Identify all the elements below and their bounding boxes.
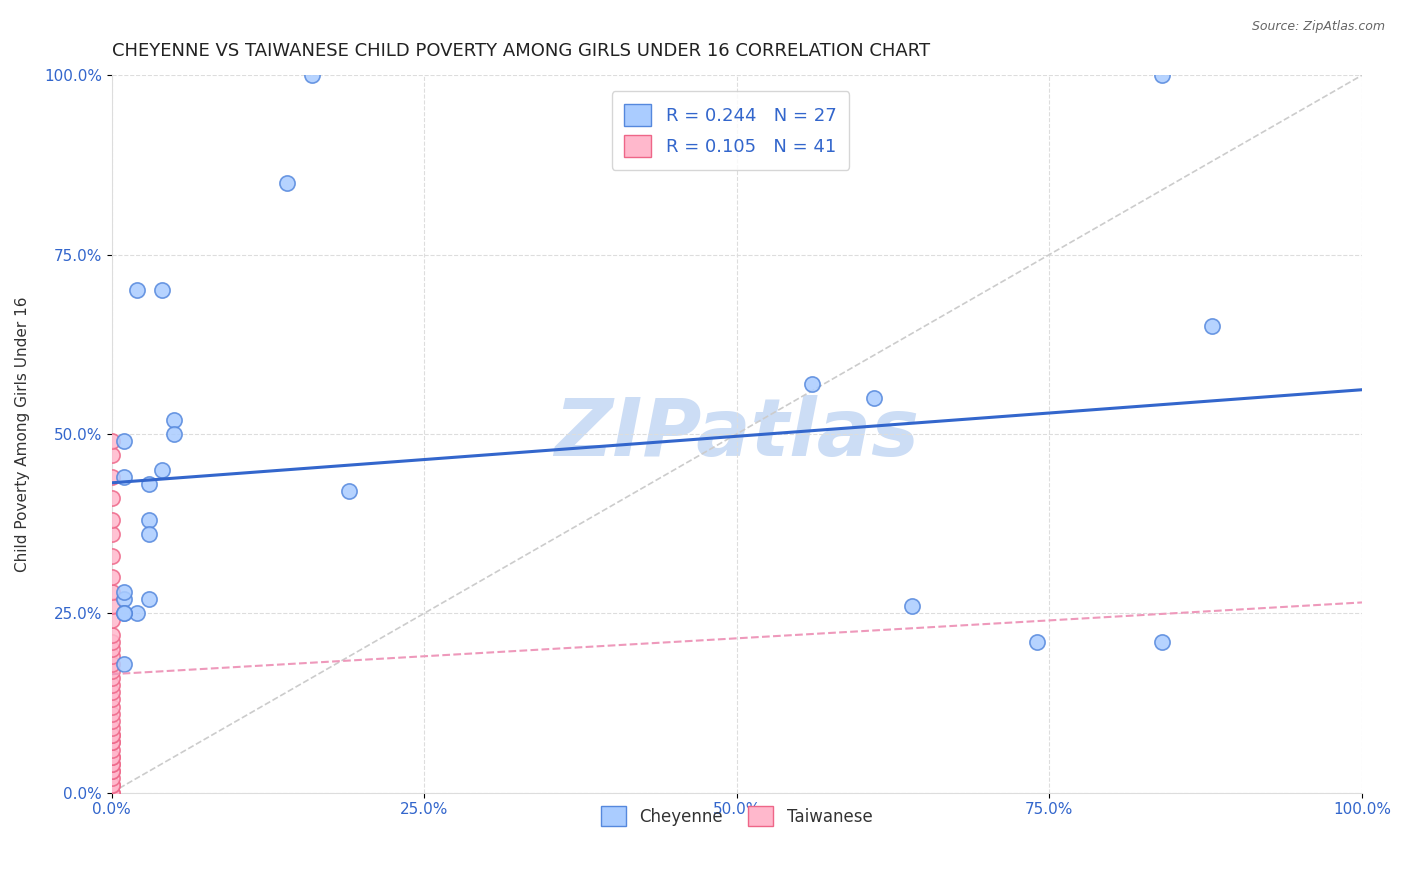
- Point: [100, 449, 122, 463]
- Point: [100, 756, 122, 771]
- Point: [100, 706, 122, 721]
- Point: [800, 376, 823, 391]
- Point: [100, 635, 122, 649]
- Point: [1025, 635, 1047, 649]
- Point: [100, 657, 122, 671]
- Point: [100, 671, 122, 685]
- Point: [112, 470, 135, 484]
- Point: [112, 607, 135, 621]
- Point: [100, 549, 122, 563]
- Point: [100, 491, 122, 506]
- Text: CHEYENNE VS TAIWANESE CHILD POVERTY AMONG GIRLS UNDER 16 CORRELATION CHART: CHEYENNE VS TAIWANESE CHILD POVERTY AMON…: [111, 42, 929, 60]
- Point: [112, 657, 135, 671]
- Point: [100, 470, 122, 484]
- Point: [100, 786, 122, 800]
- Point: [100, 779, 122, 793]
- Point: [100, 692, 122, 706]
- Point: [1150, 635, 1173, 649]
- Point: [138, 527, 160, 541]
- Text: Source: ZipAtlas.com: Source: ZipAtlas.com: [1251, 20, 1385, 33]
- Point: [100, 599, 122, 614]
- Point: [100, 764, 122, 778]
- Point: [863, 391, 886, 405]
- Y-axis label: Child Poverty Among Girls Under 16: Child Poverty Among Girls Under 16: [15, 296, 30, 572]
- Point: [138, 591, 160, 606]
- Point: [276, 176, 298, 190]
- Point: [100, 527, 122, 541]
- Point: [100, 756, 122, 771]
- Point: [100, 779, 122, 793]
- Point: [150, 284, 173, 298]
- Point: [100, 728, 122, 742]
- Point: [901, 599, 924, 614]
- Point: [100, 772, 122, 786]
- Point: [100, 764, 122, 778]
- Point: [125, 284, 148, 298]
- Point: [100, 735, 122, 749]
- Point: [301, 68, 323, 82]
- Point: [100, 749, 122, 764]
- Point: [100, 649, 122, 664]
- Point: [100, 570, 122, 584]
- Point: [138, 477, 160, 491]
- Point: [100, 735, 122, 749]
- Point: [1150, 68, 1173, 82]
- Point: [100, 678, 122, 692]
- Point: [100, 714, 122, 728]
- Point: [337, 484, 360, 499]
- Point: [138, 513, 160, 527]
- Point: [100, 786, 122, 800]
- Point: [100, 584, 122, 599]
- Point: [112, 434, 135, 449]
- Point: [100, 728, 122, 742]
- Point: [100, 614, 122, 628]
- Point: [100, 642, 122, 657]
- Point: [125, 607, 148, 621]
- Point: [100, 628, 122, 642]
- Text: ZIPatlas: ZIPatlas: [554, 395, 920, 473]
- Point: [100, 513, 122, 527]
- Point: [112, 591, 135, 606]
- Point: [112, 584, 135, 599]
- Point: [163, 412, 186, 426]
- Point: [100, 721, 122, 735]
- Point: [100, 742, 122, 756]
- Point: [100, 699, 122, 714]
- Point: [100, 434, 122, 449]
- Point: [100, 749, 122, 764]
- Point: [150, 463, 173, 477]
- Point: [112, 607, 135, 621]
- Point: [1201, 319, 1223, 334]
- Point: [100, 664, 122, 678]
- Point: [163, 426, 186, 441]
- Legend: Cheyenne, Taiwanese: Cheyenne, Taiwanese: [593, 797, 880, 835]
- Point: [100, 685, 122, 699]
